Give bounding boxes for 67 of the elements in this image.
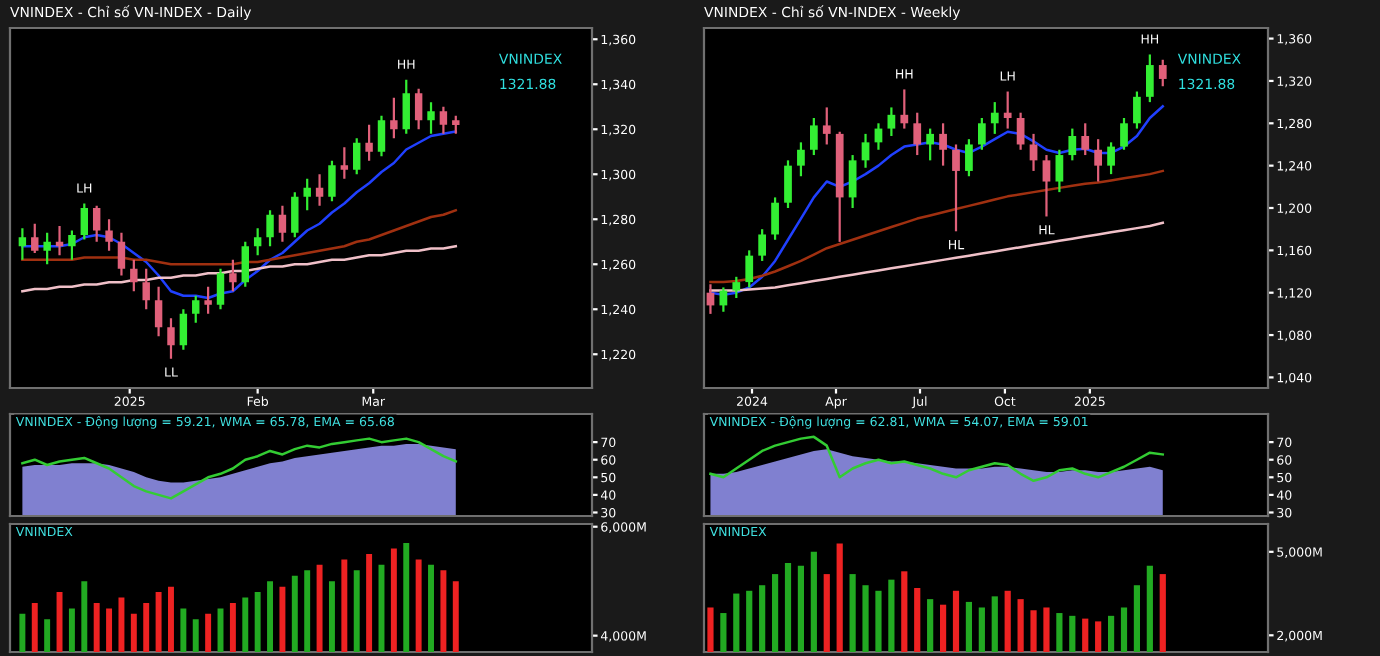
candlestick: [204, 285, 212, 315]
candlestick: [758, 228, 767, 263]
candlestick: [977, 116, 986, 151]
candlestick: [92, 204, 101, 243]
candlestick: [266, 209, 274, 248]
candlestick: [784, 159, 792, 210]
line-series: [21, 437, 458, 500]
candlestick: [745, 249, 754, 289]
candlestick: [1003, 90, 1012, 130]
candlestick: [900, 88, 909, 130]
line-series: [709, 435, 1165, 483]
candlestick: [1055, 148, 1064, 194]
candlestick: [1068, 127, 1077, 162]
candlestick: [142, 267, 150, 311]
candlestick: [1158, 58, 1167, 88]
candlestick: [861, 132, 870, 169]
candlestick: [887, 106, 896, 138]
candlestick: [229, 258, 237, 293]
candlestick: [1120, 116, 1128, 151]
candlestick: [952, 143, 960, 233]
candlestick: [278, 204, 287, 243]
candlestick: [427, 101, 435, 135]
candlestick: [732, 275, 741, 300]
candlestick: [913, 111, 922, 157]
candlestick: [1094, 138, 1103, 183]
candlestick: [31, 222, 39, 255]
candlestick: [1081, 122, 1090, 157]
candlestick: [1133, 90, 1141, 130]
candlestick: [315, 173, 324, 207]
candlestick: [216, 267, 225, 311]
candlestick: [939, 122, 947, 167]
candlestick: [340, 146, 349, 180]
candlestick: [303, 177, 311, 212]
candlestick: [990, 101, 999, 135]
candlestick: [43, 231, 51, 266]
candlestick: [154, 285, 163, 338]
candlestick: [130, 258, 138, 293]
candlestick: [365, 123, 373, 162]
candlestick: [241, 240, 249, 288]
candlestick: [414, 87, 423, 131]
candlestick: [390, 96, 398, 140]
candlestick: [822, 106, 831, 146]
candlestick: [18, 227, 27, 261]
candlestick: [771, 196, 779, 241]
candlestick: [926, 127, 935, 162]
candlestick: [1107, 141, 1115, 176]
candlestick: [167, 317, 175, 360]
candlestick: [68, 229, 76, 261]
candlestick: [179, 308, 188, 351]
candlestick: [809, 116, 818, 157]
candlestick: [192, 294, 200, 324]
candlestick: [848, 153, 857, 210]
candlestick: [1029, 132, 1038, 173]
candlestick: [439, 105, 448, 135]
candlestick: [117, 231, 126, 277]
candlestick: [402, 78, 410, 135]
candlestick: [328, 159, 336, 203]
candlestick: [105, 218, 113, 252]
candlestick: [80, 202, 89, 241]
candlestick: [1145, 53, 1154, 104]
candlestick: [797, 141, 805, 178]
candlestick: [353, 137, 361, 176]
candlestick: [965, 138, 973, 178]
candlestick: [377, 114, 386, 158]
candlestick: [291, 191, 299, 239]
candlestick: [253, 227, 262, 257]
candlestick: [1042, 153, 1051, 218]
